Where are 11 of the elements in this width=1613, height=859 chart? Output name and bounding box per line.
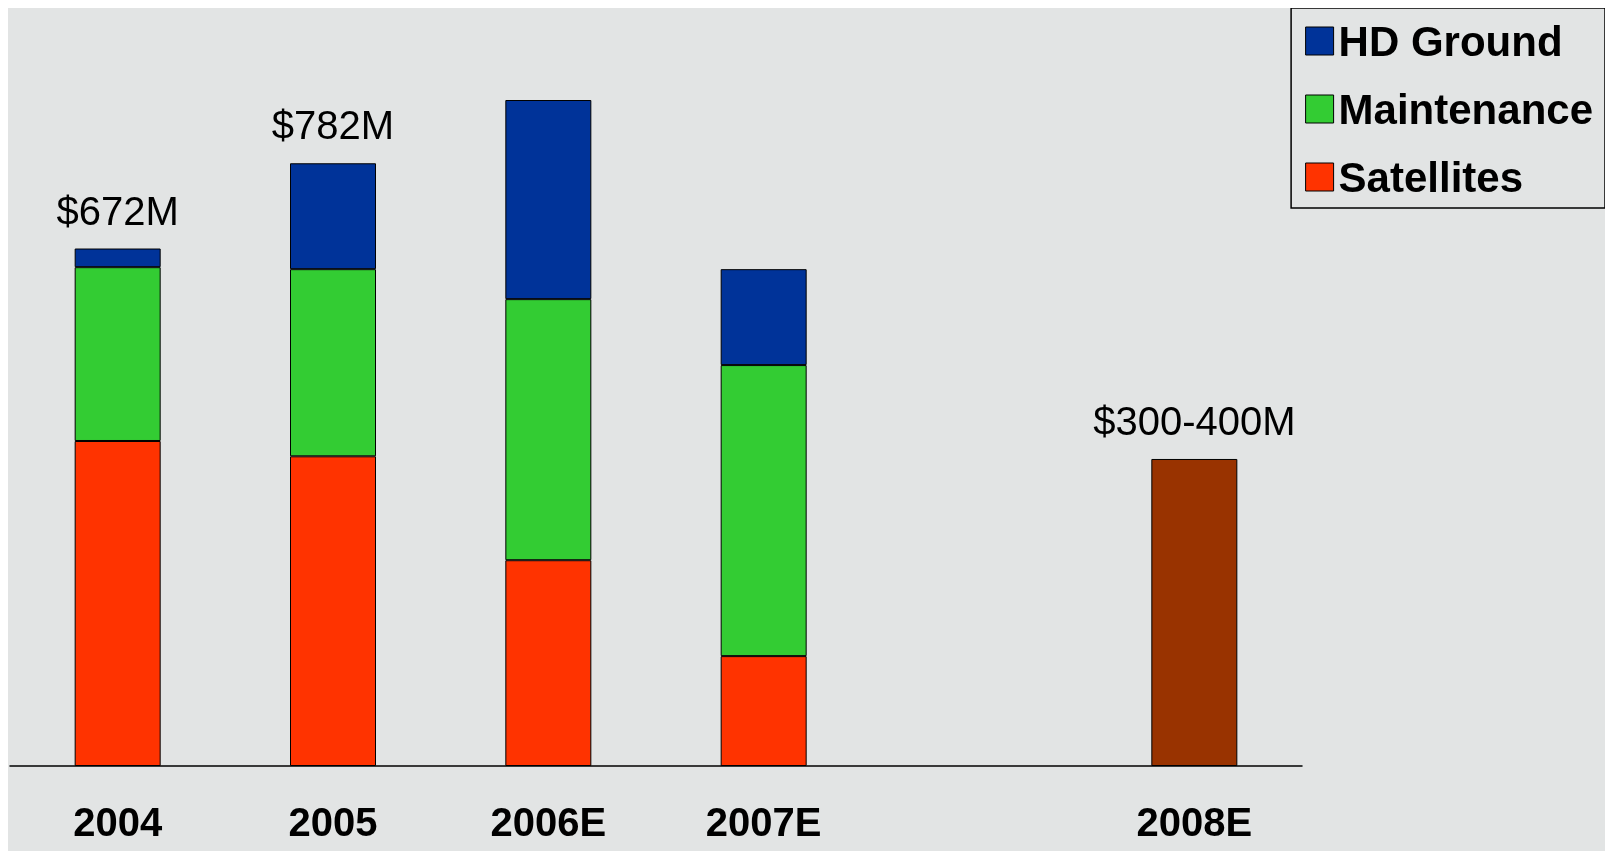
annotation: $672M	[56, 188, 179, 233]
annotation: $782M	[271, 103, 395, 148]
x-tick-label: 2004	[73, 800, 163, 844]
annotation: $300-400M	[1093, 398, 1296, 443]
legend-label: Satellites	[1338, 153, 1524, 201]
x-tick-label: 2008E	[1136, 800, 1253, 844]
legend-label: Maintenance	[1338, 85, 1594, 133]
legend-label: HD Ground	[1338, 17, 1563, 65]
x-tick-label: 2006E	[490, 800, 607, 844]
x-tick-label: 2005	[288, 800, 378, 844]
x-tick-label: 2007E	[705, 800, 822, 844]
